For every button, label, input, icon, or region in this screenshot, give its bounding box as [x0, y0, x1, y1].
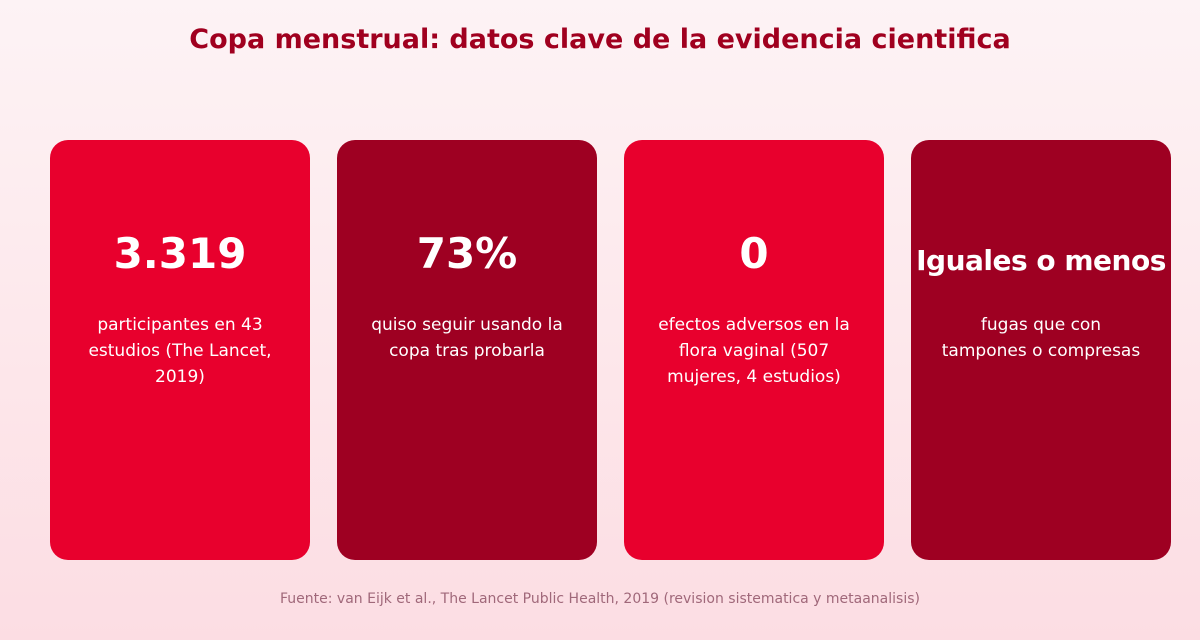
stat-description: participantes en 43 estudios (The Lancet… — [88, 315, 272, 387]
stat-description: quiso seguir usando la copa tras probarl… — [371, 315, 563, 361]
stat-description: fugas que con tampones o compresas — [941, 315, 1141, 361]
stat-value: 73% — [416, 229, 518, 278]
stat-description: efectos adversos en la flora vaginal (50… — [658, 315, 850, 387]
source-citation: Fuente: van Eijk et al., The Lancet Publ… — [280, 591, 920, 607]
stat-value: 0 — [739, 229, 769, 278]
stat-cards: 3.319 participantes en 43 estudios (The … — [50, 140, 1171, 560]
page-title: Copa menstrual: datos clave de la eviden… — [189, 24, 1011, 55]
stat-card-adverse-effects: 0 efectos adversos en la flora vaginal (… — [624, 140, 884, 560]
stat-value: 3.319 — [113, 229, 247, 278]
stat-card-continuation: 73% quiso seguir usando la copa tras pro… — [337, 140, 597, 560]
stat-card-participants: 3.319 participantes en 43 estudios (The … — [50, 140, 310, 560]
stat-card-leaks: Iguales o menos fugas que con tampones o… — [911, 140, 1171, 560]
stat-value: Iguales o menos — [916, 244, 1166, 277]
